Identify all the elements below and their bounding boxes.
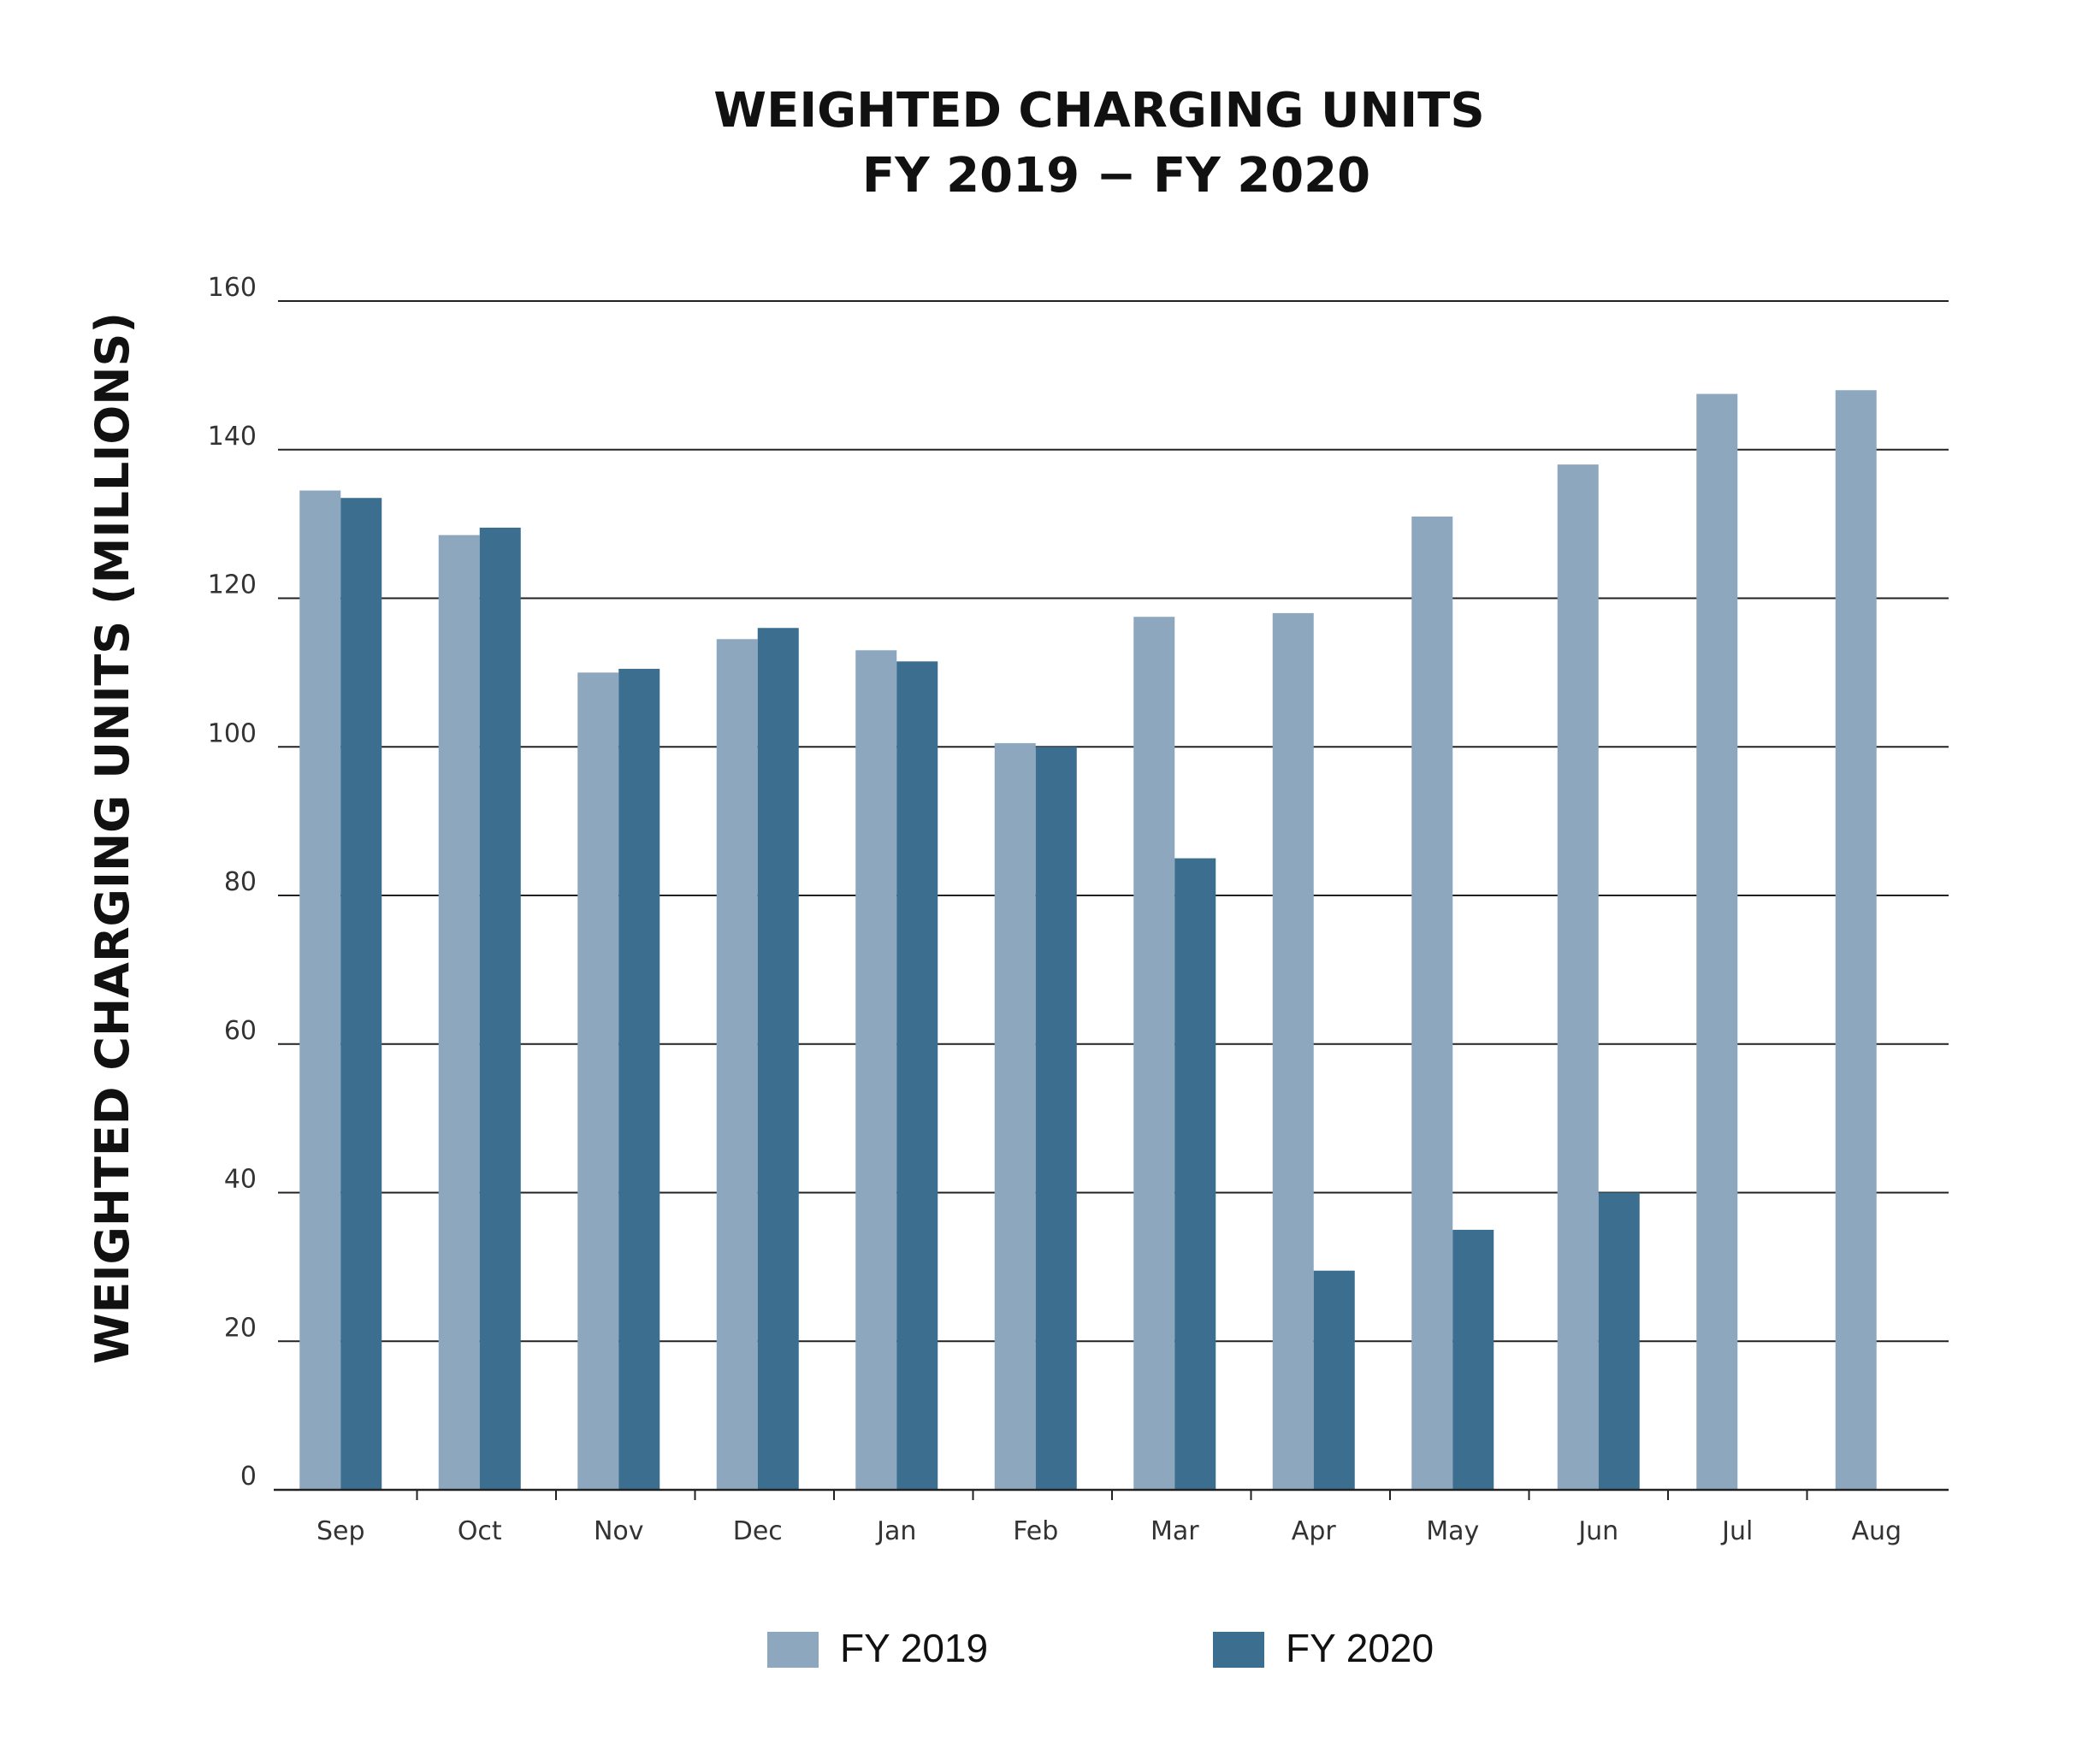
x-axis (274, 1488, 1949, 1500)
bars (299, 390, 1877, 1490)
bar-fy2019-jul (1696, 393, 1738, 1490)
bar-fy2020-nov (618, 669, 660, 1490)
legend: FY 2019 FY 2020 (767, 1626, 1434, 1670)
x-tick-label: Dec (733, 1516, 783, 1546)
bar-fy2020-jun (1598, 1192, 1640, 1490)
x-tick-label: Jul (1720, 1516, 1753, 1546)
bar-fy2019-may (1411, 516, 1453, 1490)
y-tick-label: 80 (224, 867, 257, 897)
x-tick-label: Mar (1151, 1516, 1199, 1546)
y-tick-label: 20 (224, 1313, 257, 1343)
y-tick-label: 120 (208, 570, 257, 600)
y-axis-label: WEIGHTED CHARGING UNITS (MILLIONS) (86, 312, 139, 1364)
bar-fy2020-oct (479, 527, 521, 1490)
bar-fy2019-mar (1133, 617, 1175, 1490)
bar-fy2020-may (1452, 1229, 1494, 1490)
x-tick-labels: Sep Oct Nov Dec Jan Feb Mar Apr May Jun Jul Aug (316, 1516, 1902, 1546)
bar-fy2019-feb (994, 742, 1036, 1490)
legend-swatch (767, 1632, 819, 1668)
x-tick-label: Aug (1851, 1516, 1902, 1546)
bar-fy2019-jan (855, 650, 897, 1490)
bar-fy2019-dec (716, 639, 758, 1490)
x-tick-label: Jun (1576, 1516, 1618, 1546)
y-tick-label: 40 (224, 1165, 257, 1195)
gridlines (278, 300, 1949, 1343)
legend-swatch (1213, 1632, 1264, 1668)
bar-fy2020-feb (1035, 747, 1077, 1490)
x-tick-label: Oct (458, 1516, 502, 1546)
x-tick-label: Apr (1292, 1516, 1337, 1546)
y-tick-label: 100 (208, 718, 257, 748)
y-tick-label: 60 (224, 1016, 257, 1046)
bar-fy2020-mar (1174, 858, 1216, 1490)
bar-fy2019-aug (1835, 390, 1877, 1490)
x-tick-label: Feb (1013, 1516, 1058, 1546)
chart-title: WEIGHTED CHARGING UNITS (713, 83, 1484, 139)
legend-label: FY 2020 (1286, 1626, 1434, 1670)
y-tick-label: 0 (240, 1462, 257, 1492)
bar-fy2019-oct (438, 535, 480, 1490)
bar-fy2019-nov (577, 672, 619, 1490)
bar-fy2019-jun (1557, 464, 1599, 1490)
x-tick-label: Sep (316, 1516, 365, 1546)
y-tick-label: 160 (208, 273, 257, 303)
x-tick-label: Jan (875, 1516, 916, 1546)
bar-fy2019-sep (299, 490, 341, 1490)
x-tick-label: May (1426, 1516, 1479, 1546)
bar-fy2020-apr (1313, 1270, 1355, 1490)
bar-fy2020-sep (340, 498, 382, 1490)
y-tick-labels: 0 20 40 60 80 100 120 140 160 (208, 273, 257, 1492)
y-tick-label: 140 (208, 422, 257, 452)
legend-label: FY 2019 (840, 1626, 988, 1670)
bar-fy2020-jan (896, 661, 938, 1490)
bar-fy2020-dec (757, 628, 799, 1490)
bar-fy2019-apr (1272, 612, 1314, 1490)
chart-subtitle: FY 2019 − FY 2020 (862, 148, 1370, 204)
x-tick-label: Nov (594, 1516, 644, 1546)
